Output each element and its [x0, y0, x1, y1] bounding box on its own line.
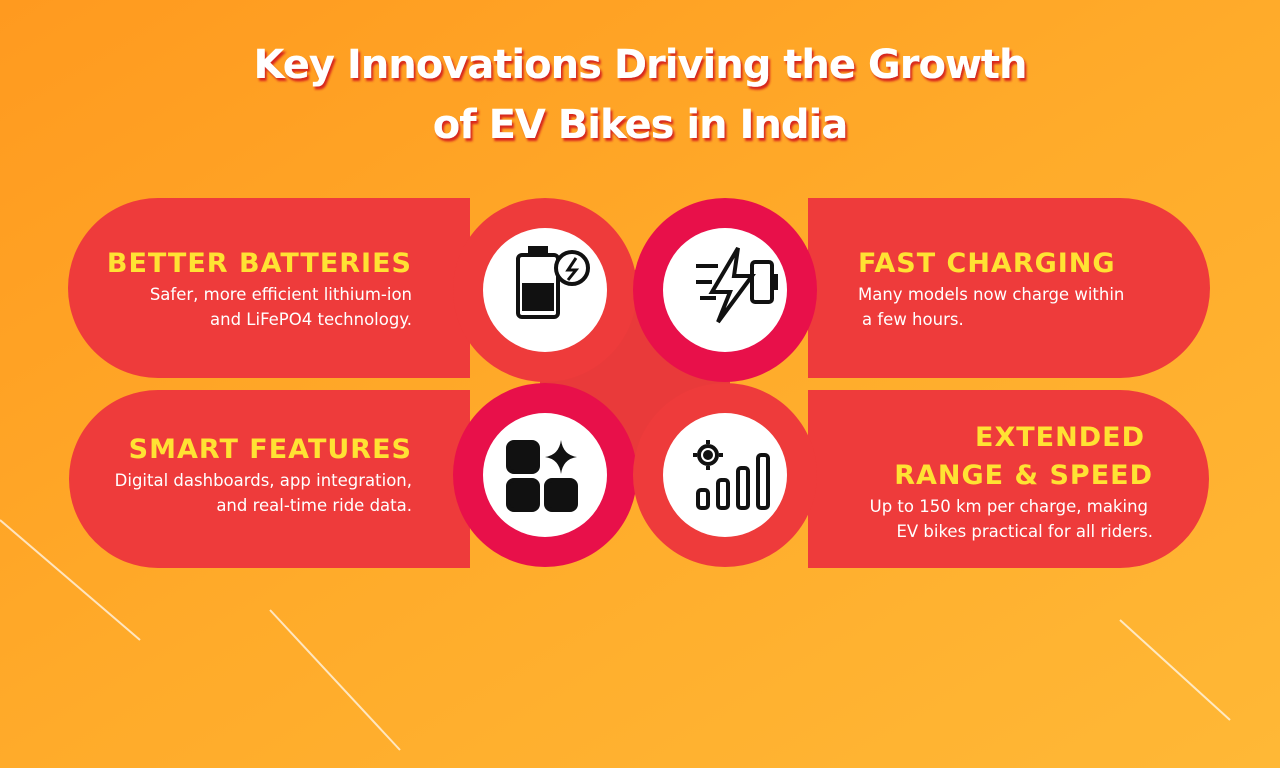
decor-lines: [0, 519, 1231, 751]
card: [69, 390, 470, 568]
title-line: Key Innovations Driving the Growth: [253, 42, 1026, 88]
card-text: EV bikes practical for all riders.: [896, 522, 1153, 541]
icons: [506, 246, 778, 512]
card-text: and LiFePO4 technology.: [210, 310, 412, 329]
card: [808, 198, 1210, 378]
card-heading: EXTENDED: [975, 422, 1145, 453]
card-heading: BETTER BATTERIES: [107, 248, 412, 279]
card-heading: RANGE & SPEED: [894, 460, 1153, 491]
card-text: Safer, more efficient lithium-ion: [150, 285, 412, 304]
card-text: a few hours.: [862, 310, 964, 329]
card-text: Many models now charge within: [858, 285, 1124, 304]
card-heading: SMART FEATURES: [129, 434, 412, 465]
card-heading: FAST CHARGING: [858, 248, 1116, 279]
card-text: and real-time ride data.: [216, 496, 412, 515]
card: [68, 198, 470, 378]
card: [808, 390, 1209, 568]
card-text: Up to 150 km per charge, making: [870, 497, 1148, 516]
title-line: of EV Bikes in India: [433, 102, 847, 148]
card-text: Digital dashboards, app integration,: [115, 471, 412, 490]
